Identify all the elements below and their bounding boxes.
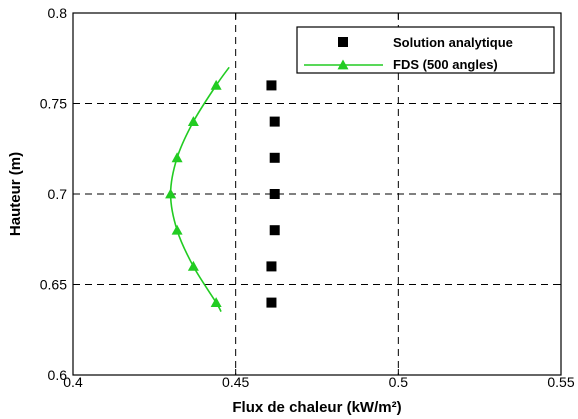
legend: Solution analytique FDS (500 angles)	[296, 26, 555, 74]
fds-point	[187, 260, 199, 271]
x-axis-title: Flux de chaleur (kW/m²)	[232, 399, 401, 416]
y-tick-label: 0.6	[48, 367, 68, 383]
legend-label-analytic: Solution analytique	[393, 35, 513, 50]
legend-marker-triangle	[337, 59, 349, 70]
fds-point	[187, 116, 199, 126]
legend-marker-square	[338, 37, 348, 47]
analytic-point	[269, 152, 280, 163]
x-tick-label: 0.55	[547, 374, 574, 390]
x-tick-label: 0.5	[389, 374, 409, 390]
analytic-point	[269, 116, 280, 127]
analytic-point	[266, 297, 277, 308]
fds-point	[210, 79, 222, 90]
data-series	[165, 66, 280, 313]
analytic-point	[266, 80, 277, 91]
y-tick-label: 0.7	[48, 186, 68, 202]
y-tick-label: 0.65	[40, 277, 67, 293]
y-tick-label: 0.8	[48, 5, 68, 21]
fds-point	[171, 224, 183, 235]
x-tick-label: 0.45	[222, 374, 249, 390]
legend-label-fds: FDS (500 angles)	[393, 57, 498, 72]
analytic-point	[266, 261, 277, 272]
fds-point	[171, 152, 183, 163]
analytic-point	[269, 225, 280, 236]
y-tick-label: 0.75	[40, 96, 67, 112]
y-axis-title: Hauteur (m)	[7, 152, 24, 236]
x-tick-label: 0.4	[63, 374, 83, 390]
fds-point	[210, 297, 222, 307]
analytic-point	[269, 189, 280, 199]
fds-point	[165, 188, 177, 199]
axis-ticks: 0.4 0.45 0.5 0.55 0.6 0.65 0.7 0.75 0.8	[40, 5, 575, 390]
